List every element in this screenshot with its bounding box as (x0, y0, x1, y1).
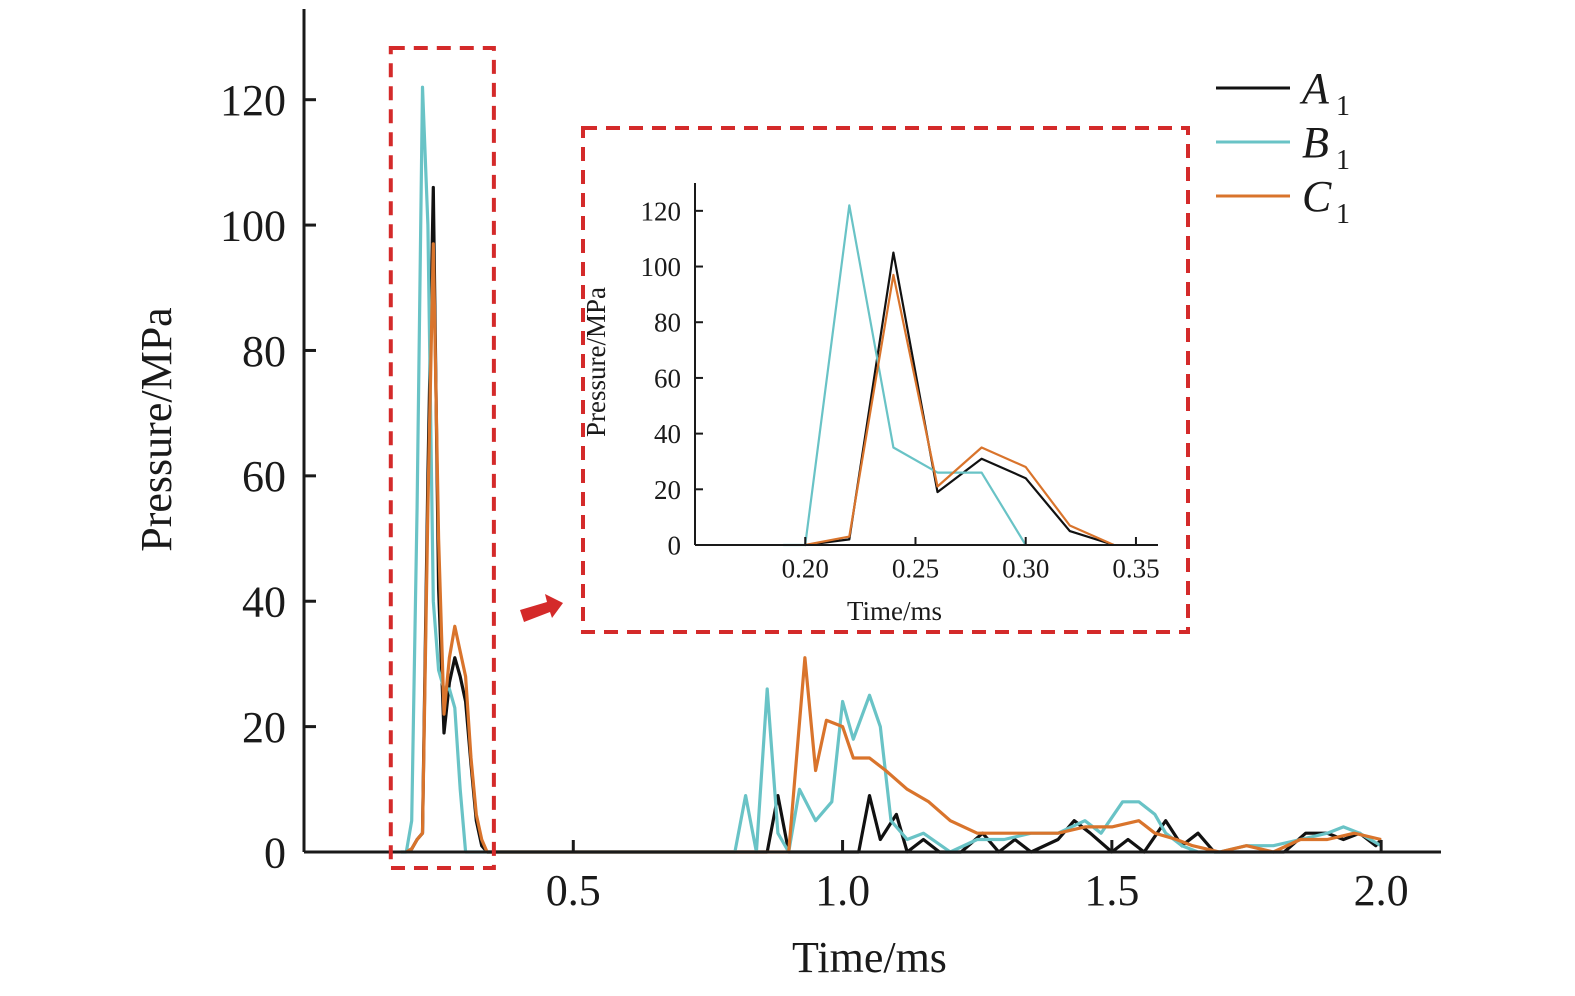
main-axes (302, 9, 1441, 854)
inset-frame-box (581, 126, 1190, 634)
inset-y-tick-label: 0 (668, 530, 682, 560)
main-y-tick-label: 0 (264, 828, 286, 877)
legend-label-B1: B (1302, 118, 1329, 167)
inset-y-tick-label: 60 (654, 363, 681, 393)
main-series-line-A1 (405, 185, 1383, 854)
inset-axes (694, 183, 1158, 546)
main-x-tick-label: 1.5 (1084, 866, 1139, 915)
main-y-tick-label: 40 (242, 578, 286, 627)
inset-series-line-C1 (804, 273, 1115, 547)
zoom-region-box (388, 46, 496, 870)
main-y-tick-label: 80 (242, 327, 286, 376)
main-y-axis-label: Pressure/MPa (132, 307, 181, 551)
inset-x-axis-label: Time/ms (847, 596, 942, 626)
main-y-tick-label: 60 (242, 452, 286, 501)
main-y-tick-label: 100 (220, 201, 286, 250)
main-x-tick-label: 1.0 (815, 866, 870, 915)
inset-y-tick-label: 20 (654, 475, 681, 505)
inset-y-tick-label: 80 (654, 308, 681, 338)
legend-subscript-B1: 1 (1336, 145, 1350, 176)
inset-x-tick-label: 0.20 (782, 553, 829, 583)
legend-label-A1: A (1299, 64, 1330, 113)
main-y-tick-label: 20 (242, 703, 286, 752)
inset-x-tick-label: 0.35 (1112, 553, 1159, 583)
main-series-group (400, 85, 1383, 854)
main-series-line-B1 (400, 85, 1382, 854)
callout-arrow-icon (520, 594, 563, 622)
main-x-tick-label: 0.5 (546, 866, 601, 915)
inset-series-line-A1 (805, 251, 1115, 547)
legend-subscript-C1: 1 (1336, 199, 1350, 230)
inset-y-tick-label: 40 (654, 419, 681, 449)
main-y-tick-label: 120 (220, 76, 286, 125)
inset-series-group (783, 204, 1115, 547)
inset-x-tick-label: 0.30 (1002, 553, 1049, 583)
inset-ticks: 0 20 40 60 80 100 120 0.20 0.25 0.30 0.35 (641, 196, 1160, 583)
inset-y-tick-label: 120 (641, 196, 682, 226)
legend-subscript-A1: 1 (1336, 91, 1350, 122)
inset-x-tick-label: 0.25 (892, 553, 939, 583)
main-x-tick-label: 2.0 (1354, 866, 1409, 915)
inset-y-tick-label: 100 (641, 252, 682, 282)
legend: A 1B 1C 1 (1216, 64, 1350, 230)
main-series-line-C1 (405, 242, 1382, 854)
main-x-axis-label: Time/ms (792, 933, 947, 982)
inset-y-axis-label: Pressure/MPa (581, 287, 611, 437)
legend-label-C1: C (1302, 172, 1332, 221)
inset-series-line-B1 (783, 204, 1027, 547)
